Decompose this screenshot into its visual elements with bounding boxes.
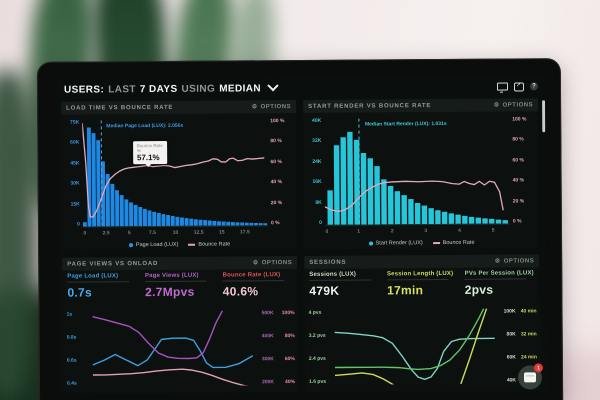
users-label: USERS: [63,83,105,96]
options-button[interactable]: ⚙ OPTIONS [252,259,293,267]
y-axis-left: 4 pvs 3.2 pvs 2.4 pvs 1.6 pvs [308,309,327,385]
options-button[interactable]: ⚙ OPTIONS [494,257,535,265]
chevron-down-icon [267,79,279,91]
panel-title: SESSIONS [309,259,347,266]
sessions-chart[interactable] [335,309,496,385]
x-axis: 0 2.5 5 7.5 10 12.5 15 17.5 [83,229,250,237]
dashboard-header: USERS: LAST 7 DAYS USING MEDIAN ? [57,75,545,100]
metric-row: Page Load (LUX) 0.7s Page Views (LUX) 2.… [62,269,297,309]
chart-tooltip: Bounce Rate % 57.1% [132,141,168,165]
help-icon[interactable]: ? [529,82,539,91]
panel-load-time: LOAD TIME VS BOUNCE RATE ⚙ OPTIONS 75K 60… [61,100,298,252]
panel-grid: LOAD TIME VS BOUNCE RATE ⚙ OPTIONS 75K 60… [61,98,541,394]
y-axis-left: 40K 32K 24K 16K 8K 0 [312,117,322,226]
metric-sessions: Sessions (LUX) 479K [309,271,379,306]
gear-icon: ⚙ [251,104,258,111]
metric-pvs-per-session: PVs Per Session (LUX) 2pvs [464,270,534,297]
laptop-screen: USERS: LAST 7 DAYS USING MEDIAN ? [36,58,564,400]
page-views-chart[interactable] [93,310,254,386]
share-icon[interactable] [513,81,525,92]
metric-page-views: Page Views (LUX) 2.7Mpvs [145,273,215,308]
date-range-selector[interactable]: USERS: LAST 7 DAYS USING MEDIAN [63,79,279,96]
monitor-icon[interactable] [496,82,509,91]
notification-badge: 1 [533,363,543,373]
gear-icon: ⚙ [252,260,259,267]
y-axis-right: 100 % 80 % 60 % 40 % 20 % 0 % [512,116,527,225]
y-axis-left: 75K 60K 45K 30K 15K 0 [70,119,80,228]
chat-icon [523,372,537,383]
y-axis-right: 100 % 80 % 60 % 40 % 20 % 0 % [270,118,285,227]
panel-title: LOAD TIME VS BOUNCE RATE [66,104,174,112]
chart-legend[interactable]: Start Render (LUX) Bounce Rate [304,237,539,249]
median-annotation: Median Start Render (LUX): 1.031s [364,120,447,128]
scrollbar-thumb[interactable] [542,100,546,133]
panel-title: PAGE VIEWS VS ONLOAD [67,260,159,268]
gear-icon: ⚙ [494,258,501,265]
panel-start-render: START RENDER VS BOUNCE RATE ⚙ OPTIONS 40… [303,98,540,250]
panel-page-views: PAGE VIEWS VS ONLOAD ⚙ OPTIONS Page Load… [62,256,299,394]
y-axis-left: 1s 0.8s 0.6s 0.4s [66,311,77,387]
metric-bounce-rate: Bounce Rate (LUX) 40.6% [223,272,293,307]
load-time-chart[interactable]: Median Page Load (LUX): 2.056s Bounce Ra… [82,119,268,228]
analytics-dashboard: USERS: LAST 7 DAYS USING MEDIAN ? [56,75,548,396]
panel-title: START RENDER VS BOUNCE RATE [308,102,432,110]
gear-icon: ⚙ [493,102,500,109]
metric-session-length: Session Length (LUX) 17min [386,270,454,298]
y-axis-right: 500K 100% 400K 80% 300K 60% 200K 40% [261,310,296,386]
chat-widget-button[interactable]: 1 [517,363,543,390]
chart-legend[interactable]: Page Load (LUX) Bounce Rate [62,239,297,251]
start-render-chart[interactable]: Median Start Render (LUX): 1.031s [324,117,510,226]
median-annotation: Median Page Load (LUX): 2.056s [106,122,184,130]
options-button[interactable]: ⚙ OPTIONS [251,103,292,111]
metric-page-load: Page Load (LUX) 0.7s [67,273,137,308]
panel-sessions: SESSIONS ⚙ OPTIONS Sessions (LUX) 479K [304,254,541,392]
plant-leaf [0,70,36,400]
metric-row: Sessions (LUX) 479K Session Length (LUX)… [304,267,539,307]
options-button[interactable]: ⚙ OPTIONS [493,101,534,109]
